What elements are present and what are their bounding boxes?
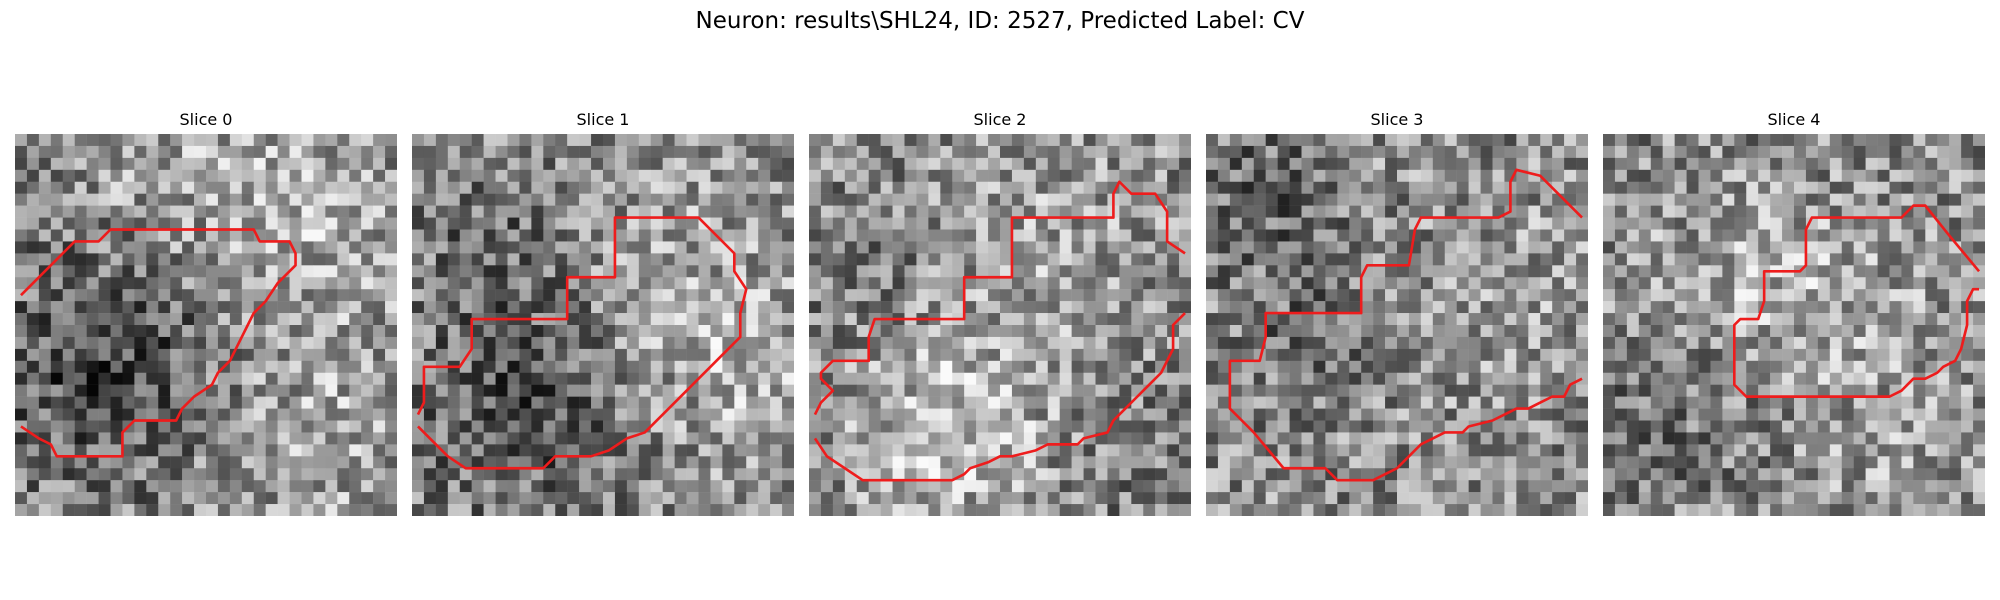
contour-line (416, 216, 748, 470)
slice-title: Slice 0 (179, 110, 233, 129)
contour-line (20, 228, 297, 458)
contour-line (1228, 168, 1583, 482)
slice-title: Slice 3 (1370, 110, 1424, 129)
slice-title: Slice 2 (973, 110, 1027, 129)
slice-image (1603, 134, 1985, 516)
slice-image (15, 134, 397, 516)
contour-line (1732, 204, 1981, 398)
pixel-grid (1206, 134, 1588, 516)
pixel-grid (809, 134, 1191, 516)
slice-image (412, 134, 794, 516)
pixel-grid (15, 134, 397, 516)
slice-image (1206, 134, 1588, 516)
contour-line (813, 180, 1186, 482)
pixel-grid (1603, 134, 1985, 516)
pixel-grid (412, 134, 794, 516)
slice-title: Slice 4 (1767, 110, 1821, 129)
figure-title: Neuron: results\SHL24, ID: 2527, Predict… (695, 8, 1305, 34)
slice-image (809, 134, 1191, 516)
slice-title: Slice 1 (576, 110, 630, 129)
